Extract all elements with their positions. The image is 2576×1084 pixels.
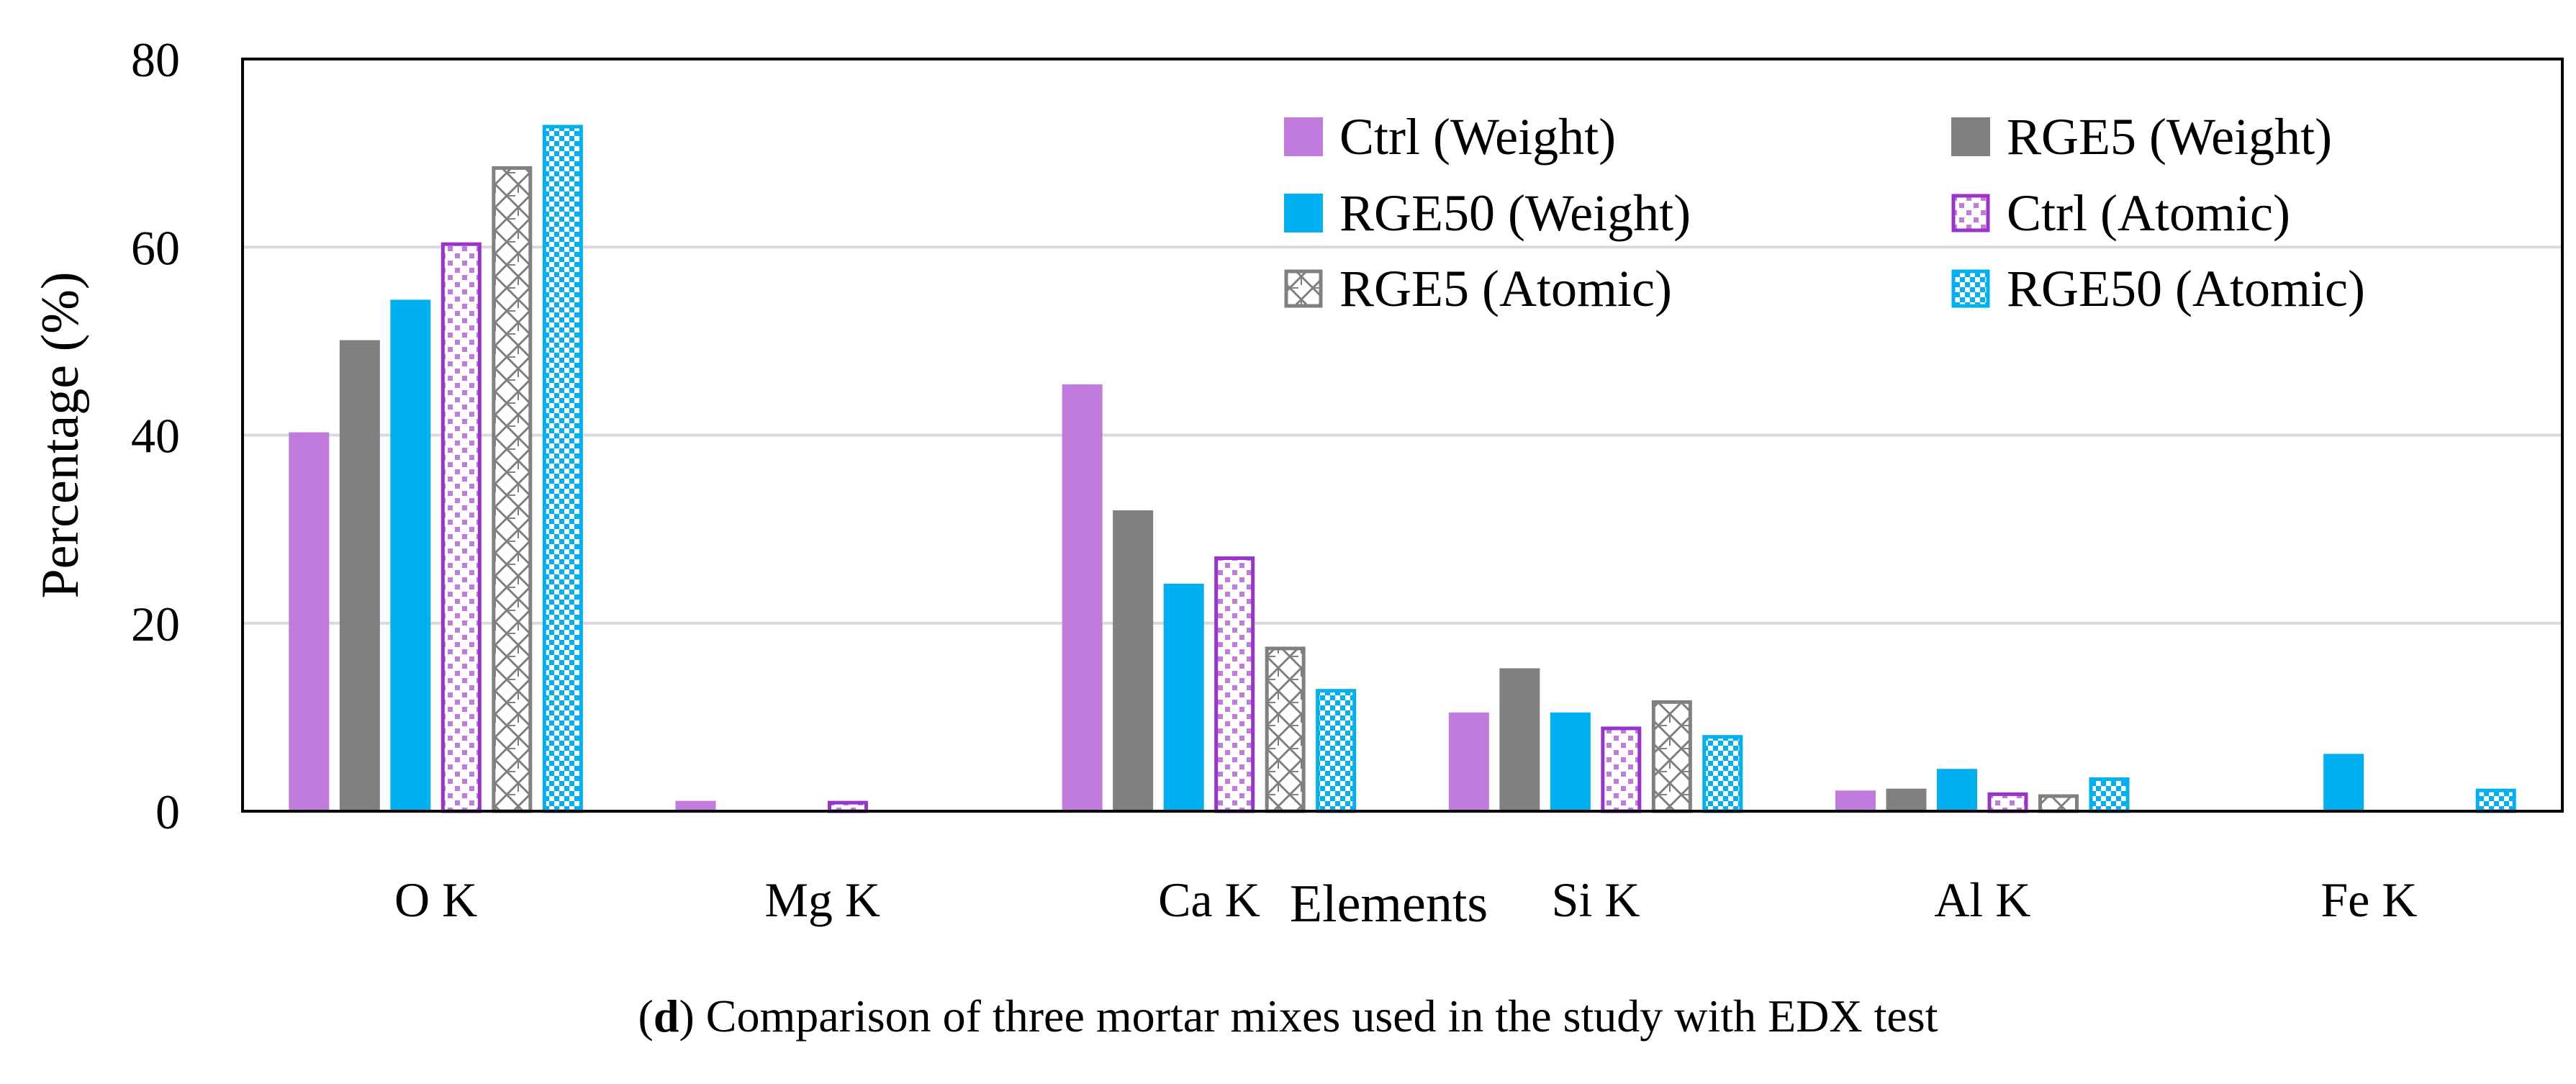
legend-swatch (1284, 117, 1323, 156)
bar (1499, 668, 1540, 811)
bar (390, 299, 431, 811)
x-tick-label: Si K (1552, 872, 1640, 927)
bar (675, 800, 716, 811)
chart: 0 20 40 60 80 O K Mg K Ca K Si K Al K Fe K Percen… (31, 32, 2564, 934)
legend-label: RGE50 (Weight) (1339, 184, 1691, 242)
y-axis-label: Percentage (%) (31, 271, 90, 598)
x-tick-label: Al K (1934, 872, 2030, 927)
x-tick-label: Mg K (764, 872, 880, 927)
bar (1835, 790, 1876, 811)
bar (1316, 689, 1357, 813)
bar (2089, 777, 2130, 813)
legend-swatch (1284, 194, 1323, 232)
bar (1550, 712, 1591, 811)
x-tick-label: Ca K (1158, 872, 1260, 927)
legend: Ctrl (Weight) RGE5 (Weight) RGE50 (Weight)… (1284, 108, 2365, 317)
bar (1702, 735, 1743, 813)
legend-label: Ctrl (Atomic) (2007, 184, 2290, 242)
y-tick-label: 80 (131, 32, 180, 87)
bar (1265, 646, 1306, 813)
legend-label: Ctrl (Weight) (1339, 108, 1616, 166)
y-tick-label: 0 (155, 785, 180, 839)
bar (440, 242, 482, 813)
legend-label: RGE5 (Atomic) (1339, 260, 1672, 317)
bar (1886, 788, 1927, 811)
y-tick-label: 60 (131, 220, 180, 275)
legend-swatch (1951, 269, 1990, 308)
x-tick-labels: O K Mg K Ca K Si K Al K Fe K (394, 872, 2417, 927)
legend-swatch (1951, 117, 1990, 156)
caption-letter: d (653, 990, 679, 1042)
y-tick-label: 20 (131, 597, 180, 651)
bar (2475, 788, 2516, 813)
figure-caption: (d) Comparison of three mortar mixes use… (638, 990, 1938, 1042)
bar (542, 125, 583, 813)
bar (1448, 712, 1489, 811)
bar (1601, 726, 1642, 813)
plot-frame (241, 58, 2564, 813)
bar (2038, 794, 2079, 813)
x-tick-label: O K (394, 872, 477, 927)
bar (1651, 700, 1692, 813)
legend-label: RGE5 (Weight) (2007, 108, 2332, 166)
x-axis-label: Elements (1290, 875, 1488, 934)
bar (2323, 754, 2364, 811)
y-tick-labels: 0 20 40 60 80 (131, 32, 180, 839)
caption-text: Comparison of three mortar mixes used in… (694, 990, 1938, 1042)
legend-swatch (1284, 269, 1323, 308)
y-tick-label: 40 (131, 409, 180, 464)
bar (1062, 384, 1103, 811)
gridlines (243, 245, 2562, 625)
legend-swatch (1951, 194, 1990, 232)
bar (289, 432, 330, 811)
bar (1987, 792, 2028, 813)
bar (1163, 583, 1204, 811)
bar (492, 166, 533, 813)
bar (339, 340, 380, 812)
bar (1214, 556, 1255, 813)
legend-label: RGE50 (Atomic) (2007, 260, 2365, 317)
bar (1113, 510, 1154, 811)
bar (1937, 769, 1977, 811)
bars (289, 125, 2516, 813)
x-tick-label: Fe K (2320, 872, 2417, 927)
